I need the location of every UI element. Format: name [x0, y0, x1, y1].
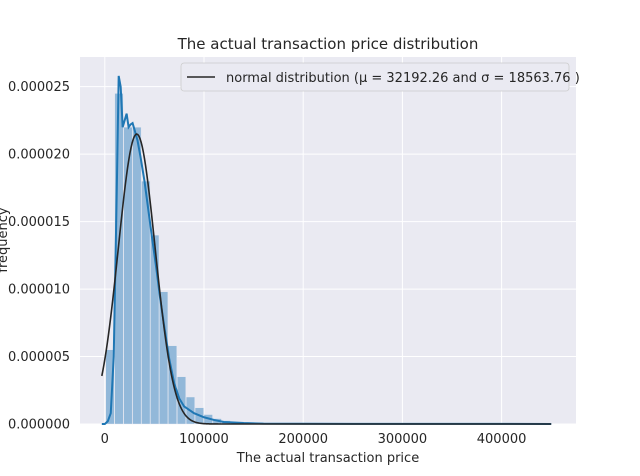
histogram-bar — [150, 234, 160, 425]
chart-title: The actual transaction price distributio… — [177, 35, 479, 53]
x-tick-label: 200000 — [278, 432, 328, 447]
y-axis-label: frequency — [0, 207, 11, 273]
x-axis-ticks: 0 100000 200000 300000 400000 — [101, 432, 527, 447]
histogram-bar — [132, 126, 142, 425]
histogram-bar — [159, 291, 169, 425]
x-tick-label: 0 — [101, 432, 109, 447]
legend-box — [180, 62, 570, 92]
x-tick-label: 300000 — [378, 432, 428, 447]
x-tick-label: 400000 — [477, 432, 527, 447]
x-axis-label: The actual transaction price — [236, 451, 419, 466]
legend: normal distribution (μ = 32192.26 and σ … — [180, 62, 580, 92]
y-tick-label: 0.000025 — [8, 80, 70, 95]
histogram-bar — [141, 180, 151, 425]
x-tick-label: 100000 — [179, 432, 229, 447]
y-tick-label: 0.000020 — [8, 148, 70, 163]
y-axis-ticks: 0.000000 0.000005 0.000010 0.000015 0.000020… — [8, 80, 70, 432]
normal-fit-curve — [101, 133, 552, 425]
y-tick-label: 0.000005 — [8, 350, 70, 365]
normal-fit-line — [101, 133, 552, 425]
y-tick-label: 0.000000 — [8, 418, 70, 433]
legend-label: normal distribution (μ = 32192.26 and σ … — [226, 71, 580, 86]
y-tick-label: 0.000015 — [8, 215, 70, 230]
y-tick-label: 0.000010 — [8, 283, 70, 298]
histogram-bar — [168, 345, 178, 425]
histogram-bar — [123, 126, 133, 425]
histogram-bar — [105, 349, 115, 425]
